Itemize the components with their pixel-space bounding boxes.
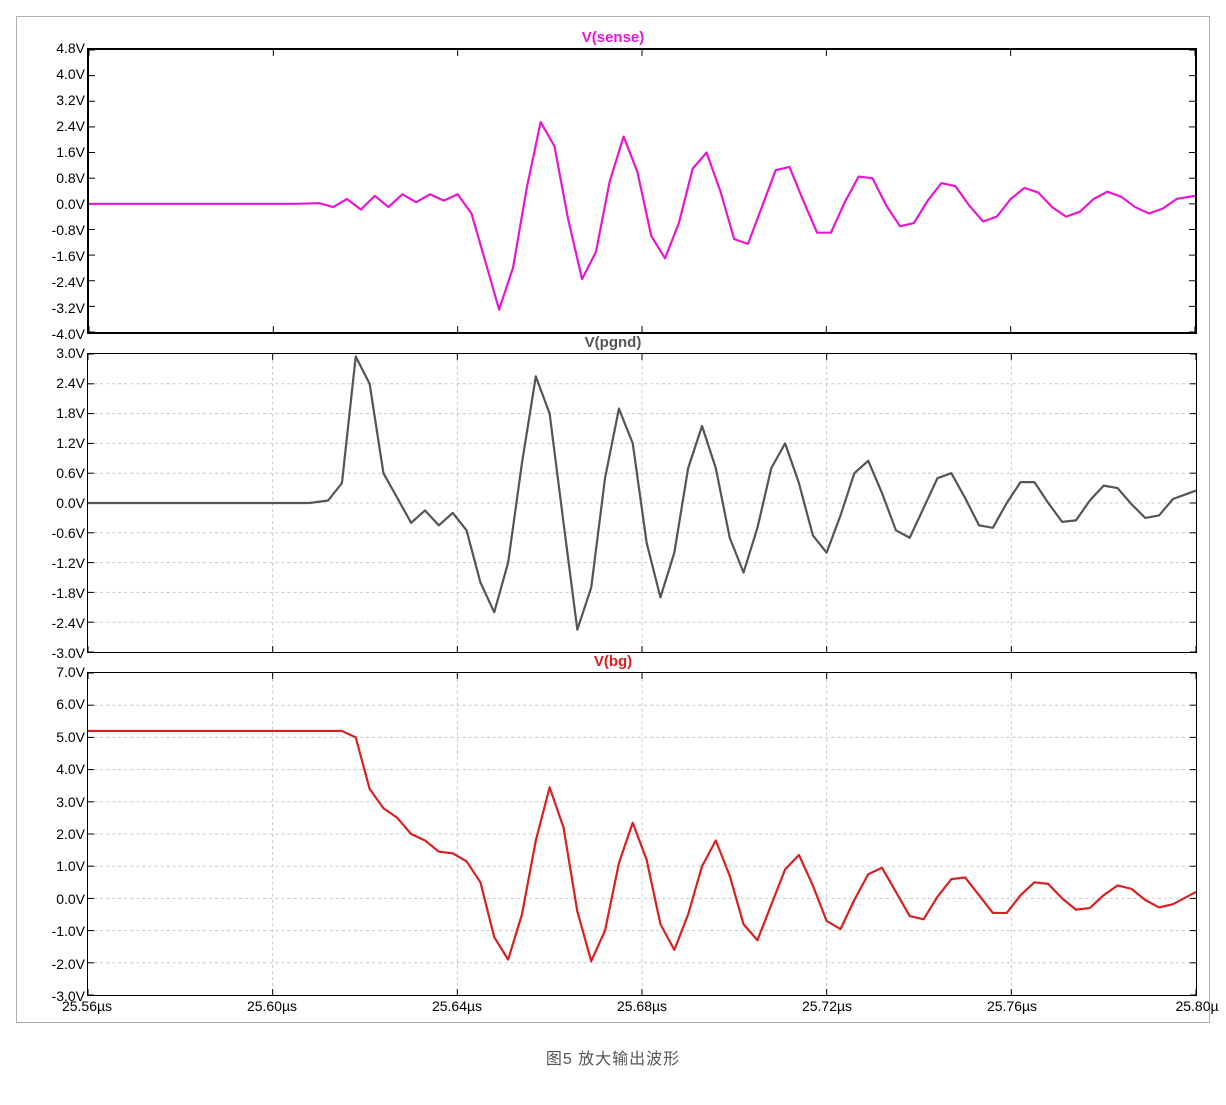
- x-tick-label: 25.80µ: [1175, 998, 1218, 1014]
- x-tick-label: 25.72µs: [802, 998, 852, 1014]
- x-tick-label: 25.56µs: [62, 998, 112, 1014]
- figure-caption: 图5 放大输出波形: [16, 1045, 1210, 1069]
- plot-area-vbg: [87, 672, 1197, 996]
- y-axis-vsense: 4.8V4.0V3.2V2.4V1.6V0.8V0.0V-0.8V-1.6V-2…: [29, 48, 87, 334]
- waveform-vsense: [89, 122, 1195, 310]
- plot-area-vpgnd: [87, 353, 1197, 653]
- x-axis: 25.56µs 25.60µs 25.64µs 25.68µs 25.72µs 25.76…: [29, 998, 1197, 1016]
- y-axis-vpgnd: 3.0V2.4V1.8V1.2V0.6V0.0V-0.6V-1.2V-1.8V-…: [29, 353, 87, 653]
- panel-vsense: V(sense) 4.8V4.0V3.2V2.4V1.6V0.8V0.0V-0.8…: [29, 29, 1197, 334]
- plot-area-vsense: [87, 48, 1197, 334]
- x-tick-label: 25.68µs: [617, 998, 667, 1014]
- y-axis-vbg: 7.0V6.0V5.0V4.0V3.0V2.0V1.0V0.0V-1.0V-2.…: [29, 672, 87, 996]
- panel-vpgnd: V(pgnd) 3.0V2.4V1.8V1.2V0.6V0.0V-0.6V-1.2…: [29, 334, 1197, 653]
- x-tick-label: 25.76µs: [987, 998, 1037, 1014]
- waveform-vbg: [88, 731, 1196, 961]
- panel-title-vsense: V(sense): [29, 29, 1197, 46]
- panel-title-vpgnd: V(pgnd): [29, 334, 1197, 351]
- x-tick-label: 25.64µs: [432, 998, 482, 1014]
- panel-vbg: V(bg) 7.0V6.0V5.0V4.0V3.0V2.0V1.0V0.0V-1.…: [29, 653, 1197, 996]
- x-tick-label: 25.60µs: [247, 998, 297, 1014]
- panel-title-vbg: V(bg): [29, 653, 1197, 670]
- panels-container: V(sense) 4.8V4.0V3.2V2.4V1.6V0.8V0.0V-0.8…: [29, 29, 1197, 1016]
- figure-wrapper: V(sense) 4.8V4.0V3.2V2.4V1.6V0.8V0.0V-0.8…: [16, 16, 1210, 1023]
